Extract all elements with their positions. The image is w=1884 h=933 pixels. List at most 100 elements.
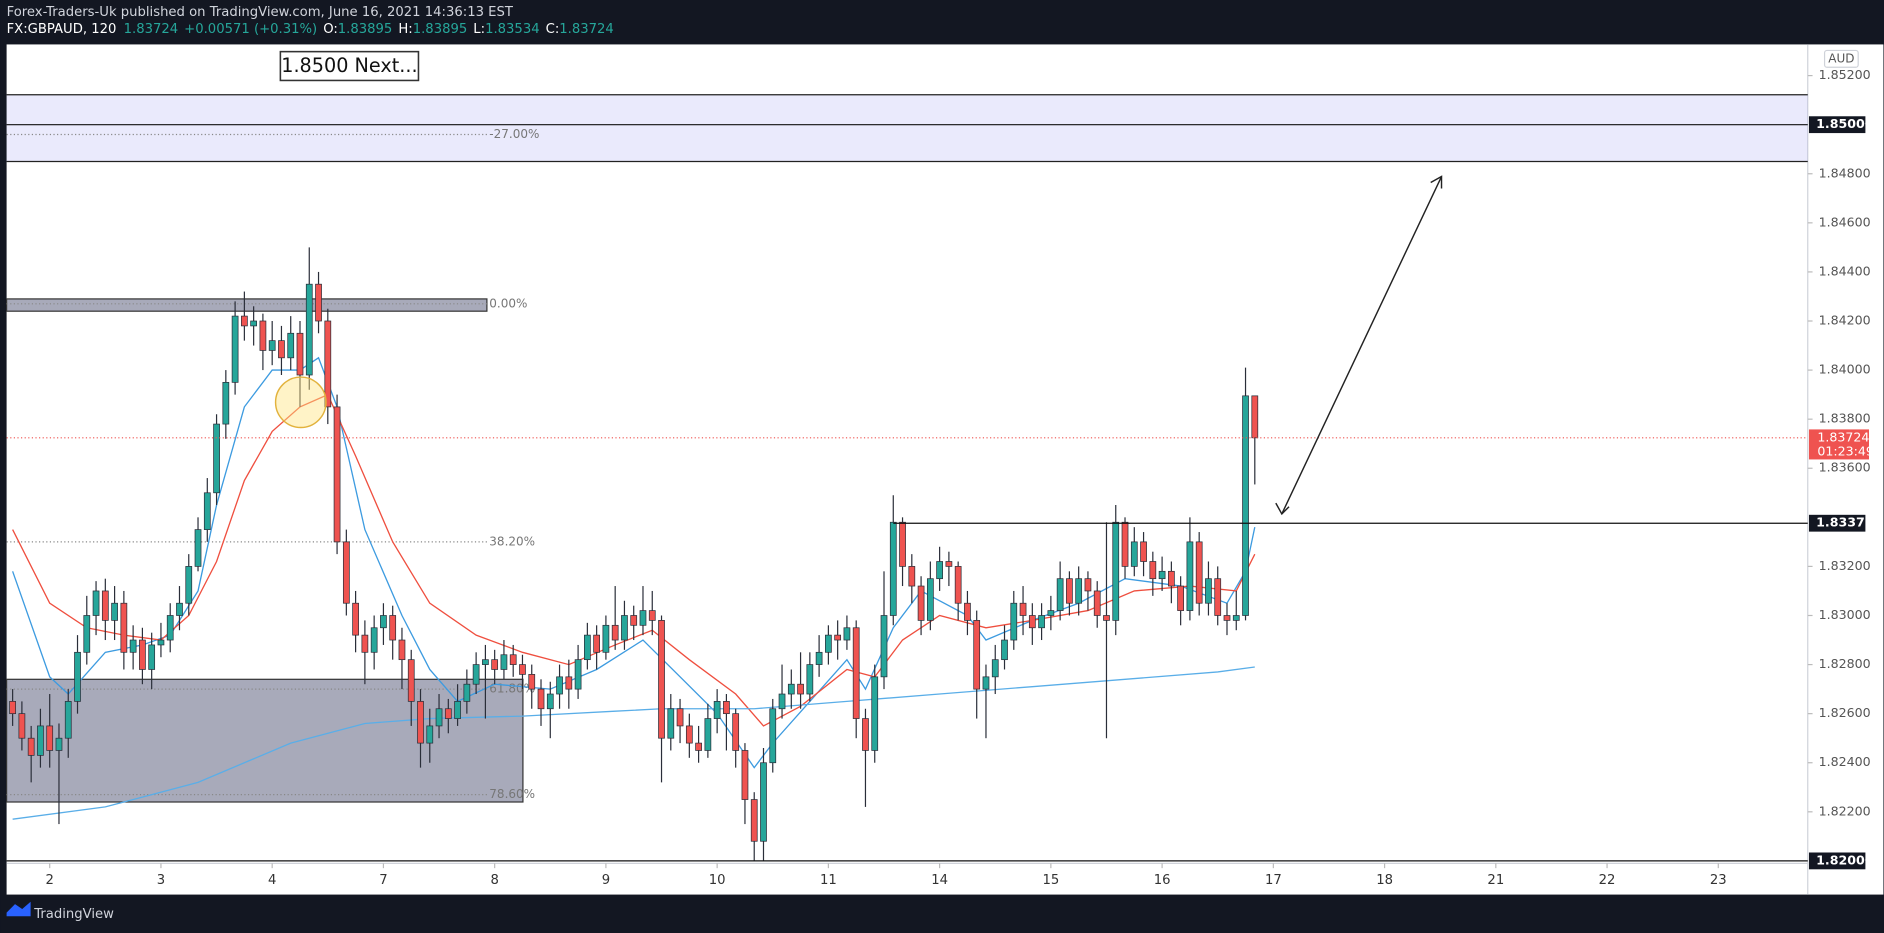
box [5, 678, 524, 803]
candle-body [454, 701, 461, 719]
candle-body [1010, 602, 1018, 641]
x-tick-label: 10 [709, 873, 726, 888]
y-tick-label: 1.83800 [1819, 411, 1871, 426]
candle-body [908, 566, 916, 587]
candle-body [389, 615, 397, 641]
x-tick-label: 14 [931, 873, 948, 888]
x-tick-label: 22 [1599, 873, 1616, 888]
candle-body [139, 639, 146, 670]
y-tick-label: 1.83600 [1819, 460, 1871, 475]
candle-body [1112, 521, 1120, 621]
currency: AUD [1828, 51, 1854, 65]
candle-body [27, 737, 35, 756]
x-tick-label: 18 [1376, 873, 1393, 888]
candle-body [1075, 578, 1083, 604]
last-price-label: 1.83724 [1817, 429, 1869, 444]
candle-body [18, 713, 26, 739]
candle-body [556, 676, 563, 695]
y-tick-label: 1.82600 [1819, 705, 1871, 720]
candle-body [713, 701, 721, 719]
candle-body [982, 676, 990, 690]
candle-body [519, 664, 526, 675]
symbol-line: FX:GBPAUD, 120 1.83724 +0.00571 (+0.31%) O:… [7, 22, 614, 37]
candle-body [1038, 615, 1045, 629]
ohlc-key: H: [398, 22, 412, 37]
price-label-bg [1808, 514, 1866, 532]
candle-body [676, 708, 684, 727]
candle-body [806, 664, 814, 695]
x-tick-label: 7 [379, 873, 387, 888]
candle-body [157, 639, 165, 646]
y-tick-label: 1.84200 [1819, 313, 1871, 328]
candle-body [695, 742, 702, 751]
candle-body [250, 320, 258, 327]
y-tick-label: 1.83000 [1819, 607, 1871, 622]
candle-body [148, 644, 156, 670]
candle-body [1093, 590, 1101, 616]
candle-body [509, 654, 517, 665]
candle-body [1047, 610, 1055, 616]
last-price-bg [1808, 429, 1869, 460]
y-tick-label: 1.82400 [1819, 754, 1871, 769]
ohlc-value: 1.83895 [338, 22, 393, 37]
candle-body [324, 320, 332, 408]
candle-body [278, 340, 285, 359]
x-tick-label: 23 [1710, 873, 1727, 888]
candle-body [222, 381, 230, 425]
candle-body [1242, 395, 1249, 616]
y-tick-label: 1.84000 [1819, 362, 1871, 377]
x-tick-label: 2 [46, 873, 54, 888]
candle-body [852, 627, 860, 719]
candle-body [64, 701, 72, 739]
candle-body [463, 683, 471, 702]
candle-body [1168, 570, 1175, 587]
currency-badge [1823, 49, 1859, 68]
candle-body [55, 737, 63, 751]
candle-body [723, 701, 730, 715]
candle-body [1195, 541, 1203, 604]
x-tick-label: 4 [268, 873, 276, 888]
candle-body [296, 332, 304, 376]
candle-body [1103, 615, 1110, 621]
candle-body [500, 654, 508, 670]
y-tick-label: 1.85200 [1819, 67, 1871, 82]
candle-body [1084, 578, 1092, 592]
candle-body [537, 688, 545, 710]
candle-body [899, 521, 906, 567]
y-tick-label: 1.82800 [1819, 656, 1871, 671]
note-box [279, 50, 420, 82]
candle-body [1121, 521, 1129, 567]
candle-body [129, 639, 137, 653]
candle-body [964, 602, 971, 621]
candle-body [797, 683, 804, 695]
zone [6, 94, 1808, 162]
candle-body [584, 634, 591, 661]
x-tick-label: 17 [1265, 873, 1282, 888]
candle-body [648, 610, 656, 621]
candle-body [472, 664, 480, 685]
candle-body [398, 639, 406, 661]
countdown: 01:23:49 [1817, 444, 1874, 459]
candle-body [268, 340, 276, 351]
candle-body [973, 620, 981, 690]
candle-body [259, 320, 267, 351]
arrow-shaft [1281, 176, 1443, 515]
candle-body [843, 627, 851, 641]
candle-body [111, 602, 118, 621]
candle-body [370, 627, 378, 653]
candle-body [101, 590, 109, 621]
x-tick-label: 21 [1487, 873, 1504, 888]
candle-body [491, 659, 499, 670]
symbol: FX:GBPAUD, 120 [7, 22, 117, 37]
candle-body [1140, 541, 1147, 562]
candle-body [945, 561, 953, 567]
candle-body [315, 283, 322, 322]
candle-body [871, 676, 879, 751]
candle-body [926, 578, 934, 621]
candle-body [639, 610, 647, 626]
candle-body [630, 615, 638, 626]
candle-body [667, 708, 675, 739]
price-label: 1.82000 [1816, 852, 1874, 867]
fib-label: 78.60% [489, 787, 535, 801]
